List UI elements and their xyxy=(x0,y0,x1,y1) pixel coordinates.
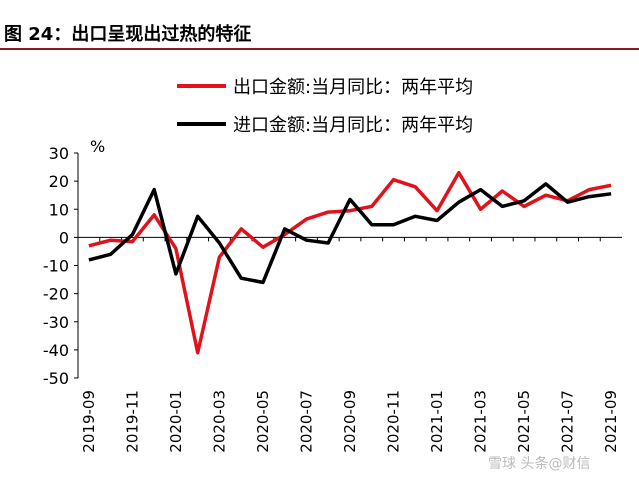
y-tick-label: -10 xyxy=(43,257,69,276)
x-tick-label: 2020-07 xyxy=(297,390,315,453)
x-tick-label: 2019-09 xyxy=(80,390,98,453)
x-tick-label: 2021-05 xyxy=(515,390,533,453)
y-tick-labels: 30 20 10 0 -10 -20 -30 -40 -50 xyxy=(43,144,69,388)
series-line-import xyxy=(88,182,612,285)
y-tick-label: 20 xyxy=(49,172,69,191)
figure-title: 图 24：出口呈现出过热的特征 xyxy=(4,24,252,45)
series-lines xyxy=(88,170,612,355)
y-tick-label: 10 xyxy=(49,200,69,219)
x-tick-label: 2019-11 xyxy=(123,390,141,453)
x-tick-label: 2021-07 xyxy=(559,390,577,453)
x-tick-label: 2021-09 xyxy=(602,390,620,453)
x-tick-label: 2020-03 xyxy=(210,390,228,453)
x-tick-label: 2020-05 xyxy=(254,390,272,453)
legend-label: 进口金额:当月同比：两年平均 xyxy=(233,115,473,136)
x-tick-label: 2021-03 xyxy=(472,390,490,453)
y-tick-label: -40 xyxy=(43,341,69,360)
y-tick-label: 0 xyxy=(59,228,69,247)
y-tick-label: -50 xyxy=(43,369,69,388)
x-tick-label: 2020-09 xyxy=(341,390,359,453)
x-tick-label: 2021-01 xyxy=(428,390,446,453)
y-tick-label: 30 xyxy=(49,144,69,163)
x-tick-label: 2020-01 xyxy=(167,390,185,453)
y-tick-label: -20 xyxy=(43,285,69,304)
series-line-export xyxy=(88,170,612,355)
watermark: 雪球 头条@财信 xyxy=(488,455,590,472)
y-axis-unit-label: % xyxy=(90,137,105,156)
title-rule xyxy=(0,48,639,50)
x-tick-label: 2020-11 xyxy=(385,390,403,453)
legend-label: 出口金额:当月同比：两年平均 xyxy=(233,77,473,98)
y-tick-label: -30 xyxy=(43,313,69,332)
x-tick-labels: 2019-09 2019-11 2020-01 2020-03 2020-05 2020-… xyxy=(80,390,620,453)
